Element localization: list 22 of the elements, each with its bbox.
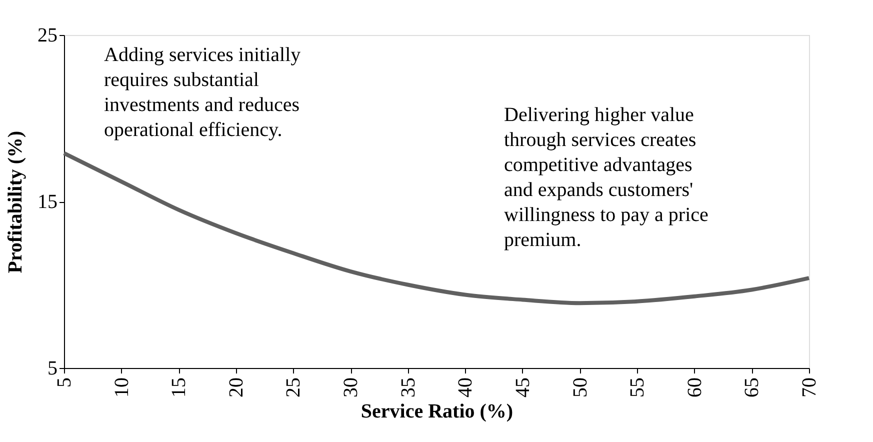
- x-tick-label: 15: [168, 378, 190, 398]
- annotation: Adding services initially requires substantial investments and reduces operational efficiency.: [104, 44, 301, 141]
- y-axis-title: Profitability (%): [4, 130, 26, 274]
- y-tick-label: 25: [38, 24, 58, 46]
- line-series: [62, 151, 811, 306]
- x-tick-label: 30: [340, 378, 362, 398]
- x-tick-label: 60: [684, 378, 706, 398]
- x-tick-label: 25: [282, 378, 305, 398]
- x-tick-label: 70: [798, 378, 820, 398]
- x-tick-label: 65: [741, 378, 764, 398]
- x-tick-label: 5: [54, 378, 76, 388]
- x-tick-label: 40: [454, 378, 477, 398]
- y-tick-label: 5: [48, 358, 58, 380]
- x-tick-label: 55: [626, 378, 649, 398]
- x-tick-label: 50: [569, 378, 592, 398]
- x-tick-label: 45: [512, 378, 534, 398]
- y-tick-label: 15: [38, 191, 58, 213]
- x-axis-title: Service Ratio (%): [360, 400, 514, 422]
- x-tick-label: 35: [397, 378, 420, 398]
- x-tick-label: 20: [225, 378, 248, 398]
- annotation: Delivering higher value through services creates competitive advantages and expands customers' willingness to pay a price premium.: [504, 104, 709, 251]
- x-tick-label: 10: [110, 378, 133, 398]
